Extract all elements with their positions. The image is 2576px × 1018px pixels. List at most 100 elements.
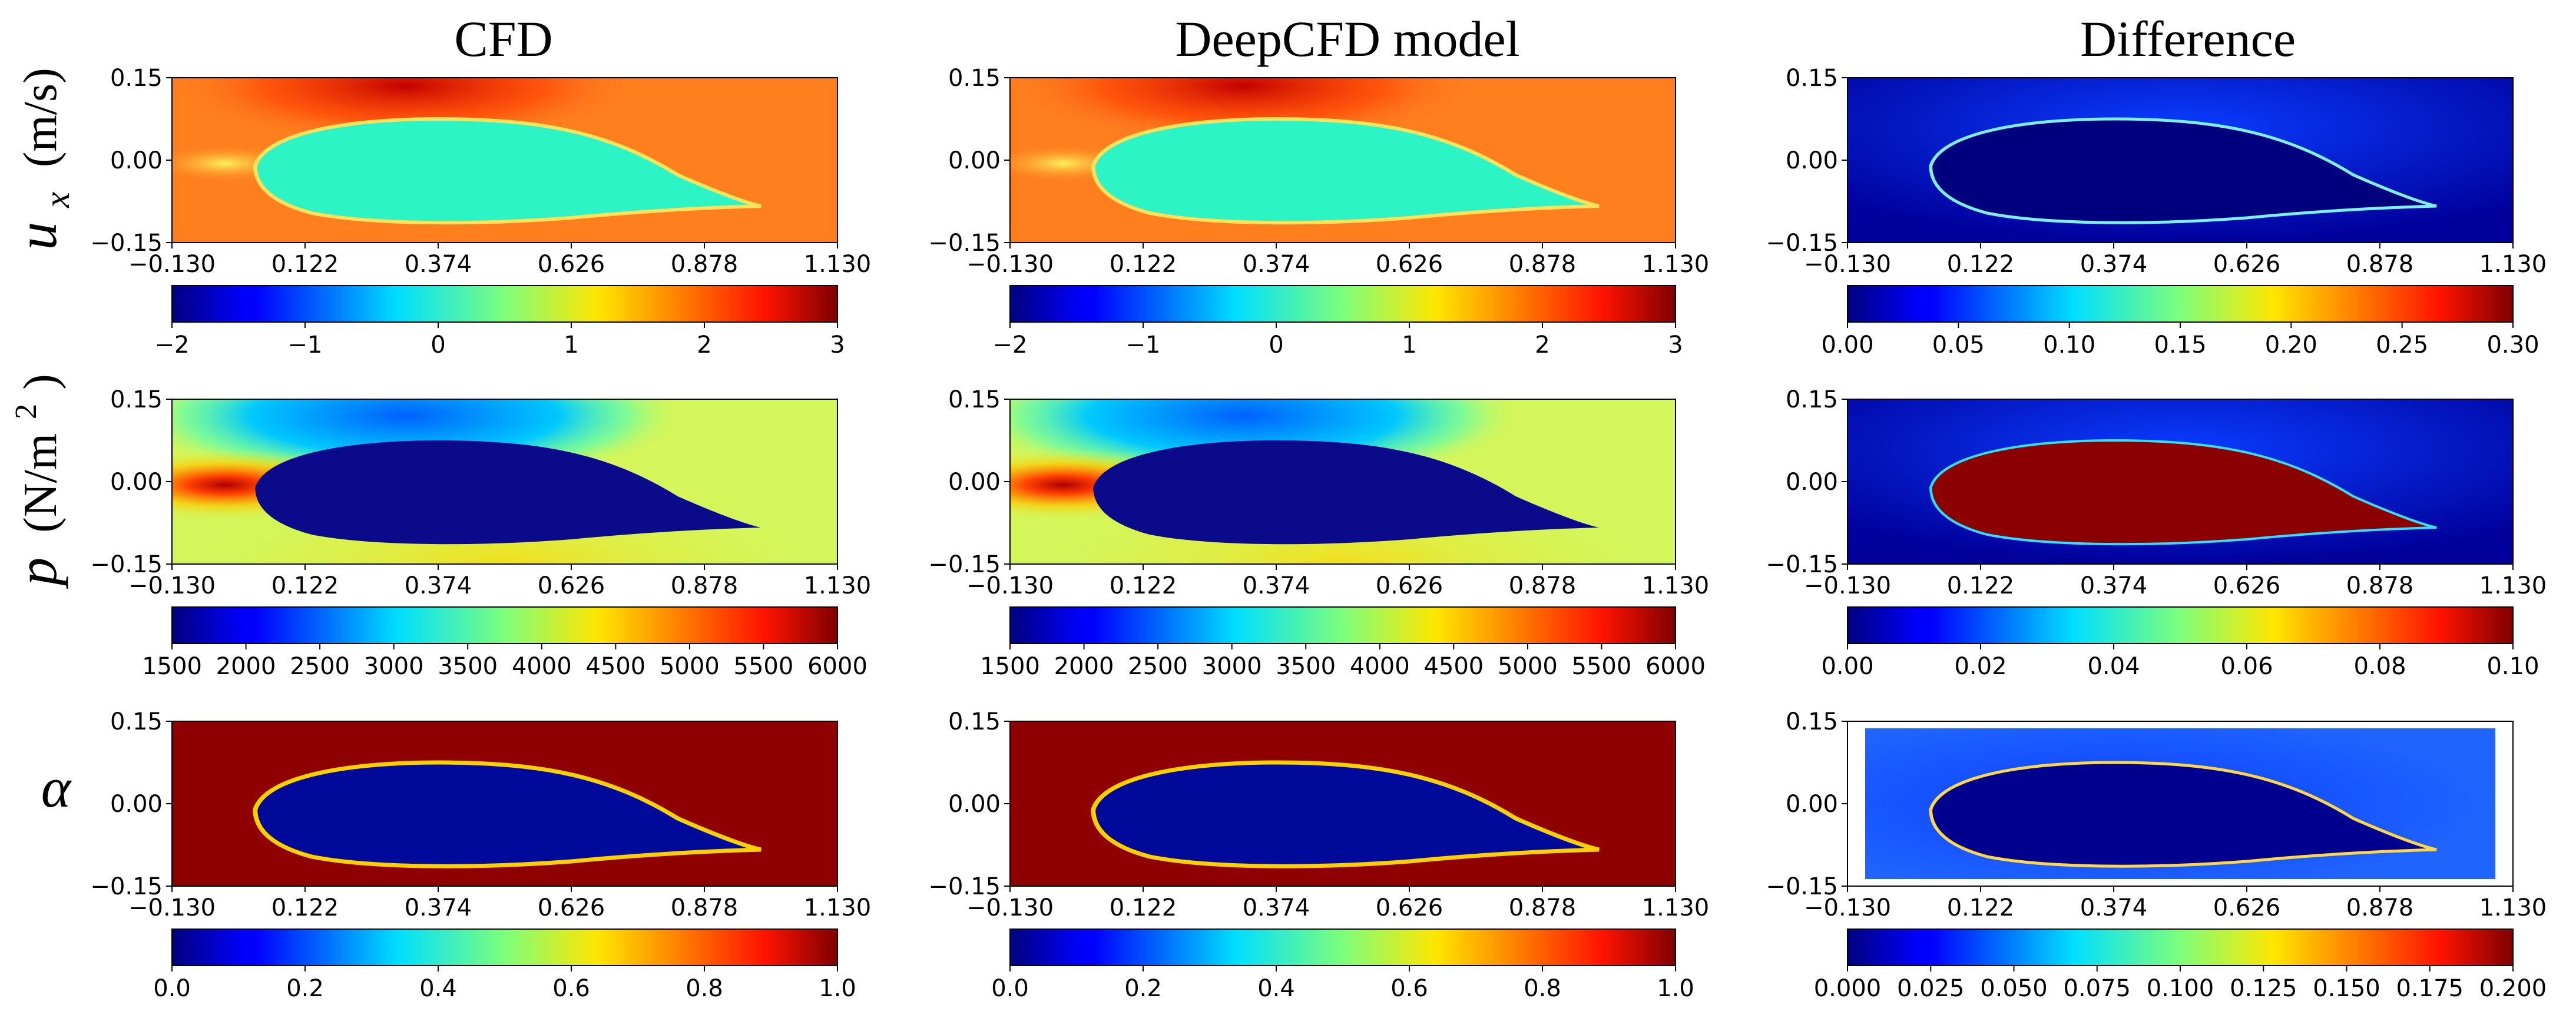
colorbar-tick-label: 0.6 <box>552 975 590 1002</box>
colorbar <box>1847 285 2514 323</box>
colorbar-tick-label: 0.100 <box>2147 975 2214 1002</box>
colorbar-tick-label: 0.4 <box>419 975 457 1002</box>
colorbar-tick-label: 0 <box>1269 331 1283 359</box>
y-tick-label: 0.00 <box>948 469 1001 496</box>
colorbar-tick-label: −1 <box>288 331 323 359</box>
row-label-p-symbol: p <box>5 558 68 589</box>
svg-text:p (N/m 2 ): p (N/m 2 ) <box>0 374 68 589</box>
y-tick-label: −0.15 <box>928 230 1001 257</box>
row-label-p: p (N/m 2 ) <box>0 374 68 589</box>
x-tick-label: 0.878 <box>671 894 739 921</box>
x-tick-label: 1.130 <box>1642 572 1710 599</box>
y-tick-label: 0.00 <box>948 147 1001 174</box>
colorbar <box>1847 606 2514 644</box>
colorbar-tick-label: 0.10 <box>2043 331 2095 359</box>
panel-ux-0: 0.15 0.00 −0.15−0.130 0.122 0.374 0.626 0.878 1… <box>90 65 871 359</box>
colorbar-tick-label: 0.2 <box>1124 975 1162 1002</box>
y-tick-label: 0.00 <box>110 469 163 496</box>
y-tick-label: 0.15 <box>1786 708 1838 735</box>
x-tick-label: 1.130 <box>804 572 872 599</box>
colorbar-tick-label: 0.25 <box>2376 331 2428 359</box>
y-tick-label: 0.15 <box>948 386 1001 413</box>
x-tick-label: 0.122 <box>271 572 339 599</box>
x-tick-label: 0.626 <box>1376 894 1443 921</box>
x-tick-label: 0.374 <box>405 251 472 278</box>
panel-p-0: 0.15 0.00 −0.15−0.130 0.122 0.374 0.626 0.878 1… <box>90 386 871 680</box>
y-tick-label: 0.15 <box>110 708 163 735</box>
colorbar-tick-label: 3000 <box>1202 653 1262 680</box>
colorbar-tick-label: 0.00 <box>1821 331 1873 359</box>
colorbar-tick-label: 0.4 <box>1257 975 1295 1002</box>
colorbar-tick-label: 0.000 <box>1814 975 1882 1002</box>
x-tick-label: 0.374 <box>1243 251 1310 278</box>
x-tick-label: 1.130 <box>1642 894 1710 921</box>
x-tick-label: 0.626 <box>538 894 605 921</box>
colorbar <box>1847 929 2514 966</box>
x-tick-label: 0.122 <box>271 894 339 921</box>
x-tick-label: 0.626 <box>1376 572 1443 599</box>
colorbar <box>1009 285 1676 323</box>
y-tick-label: −0.15 <box>928 551 1001 578</box>
x-tick-label: 1.130 <box>2479 251 2547 278</box>
x-tick-label: 0.374 <box>1243 572 1310 599</box>
colorbar-tick-label: 5000 <box>1498 653 1558 680</box>
panel-ux_difference-2: 0.15 0.00 −0.15−0.130 0.122 0.374 0.626 0.878 1… <box>1766 65 2547 359</box>
x-tick-label: 0.122 <box>1110 894 1177 921</box>
colorbar-tick-label: 0.0 <box>153 975 191 1002</box>
row-label-ux-symbol: u <box>5 222 68 250</box>
colorbar-tick-label: 0.20 <box>2265 331 2317 359</box>
colorbar-tick-label: 2 <box>697 331 711 359</box>
y-tick-label: −0.15 <box>90 230 163 257</box>
x-tick-label: 0.374 <box>1243 894 1310 921</box>
colorbar-tick-label: 2500 <box>290 653 350 680</box>
y-tick-label: 0.15 <box>110 386 163 413</box>
colorbar-tick-label: 0.00 <box>1821 653 1873 680</box>
x-tick-label: 1.130 <box>1642 251 1710 278</box>
x-tick-label: 0.878 <box>671 572 739 599</box>
colorbar-tick-label: 3000 <box>364 653 424 680</box>
x-tick-label: 0.122 <box>1947 572 2015 599</box>
x-tick-label: 1.130 <box>804 251 872 278</box>
colorbar-tick-label: 0.08 <box>2353 653 2406 680</box>
x-tick-label: −0.130 <box>128 894 216 921</box>
colorbar-tick-label: 0.175 <box>2396 975 2464 1002</box>
colorbar-tick-label: 3500 <box>438 653 498 680</box>
colorbar-tick-label: −2 <box>993 331 1028 359</box>
colorbar-tick-label: 0.025 <box>1897 975 1965 1002</box>
panel-alpha-1: 0.15 0.00 −0.15−0.130 0.122 0.374 0.626 0.878 1… <box>928 708 1709 1002</box>
x-tick-label: 0.626 <box>1376 251 1443 278</box>
x-tick-label: 1.130 <box>2479 894 2547 921</box>
colorbar <box>1009 929 1676 966</box>
colorbar-tick-label: −2 <box>155 331 190 359</box>
colorbar-tick-label: 0.15 <box>2154 331 2206 359</box>
panel-alpha-0: 0.15 0.00 −0.15−0.130 0.122 0.374 0.626 0.878 1… <box>90 708 871 1002</box>
x-tick-label: −0.130 <box>966 572 1054 599</box>
y-tick-label: 0.00 <box>1786 469 1838 496</box>
x-tick-label: 0.374 <box>405 572 472 599</box>
x-tick-label: 0.626 <box>2213 251 2281 278</box>
panel-p_difference-2: 0.15 0.00 −0.15−0.130 0.122 0.374 0.626 0.878 1… <box>1766 386 2547 680</box>
colorbar-tick-label: 0.125 <box>2230 975 2297 1002</box>
colorbar-tick-label: 6000 <box>1645 653 1706 680</box>
colorbar-tick-label: 5500 <box>1572 653 1632 680</box>
colorbar-tick-label: −1 <box>1126 331 1161 359</box>
svg-text:u x (m/s): u x (m/s) <box>5 68 81 250</box>
y-tick-label: 0.00 <box>1786 791 1838 818</box>
colorbar-tick-label: 0.02 <box>1954 653 2007 680</box>
colorbar-tick-label: 0.050 <box>1980 975 2048 1002</box>
colorbar-tick-label: 2500 <box>1128 653 1188 680</box>
column-title-difference: Difference <box>2080 11 2296 67</box>
colorbar-tick-label: 0.04 <box>2087 653 2140 680</box>
colorbar-tick-label: 2000 <box>1054 653 1114 680</box>
colorbar-tick-label: 4000 <box>1350 653 1410 680</box>
panel-p-1: 0.15 0.00 −0.15−0.130 0.122 0.374 0.626 0.878 1… <box>928 386 1709 680</box>
colorbar-tick-label: 0.0 <box>991 975 1029 1002</box>
x-tick-label: 0.626 <box>2213 572 2281 599</box>
x-tick-label: −0.130 <box>1804 894 1891 921</box>
colorbar-tick-label: 3500 <box>1276 653 1336 680</box>
x-tick-label: 0.374 <box>2080 572 2148 599</box>
row-label-p-unit: (N/m <box>15 433 67 533</box>
colorbar-tick-label: 0.06 <box>2220 653 2273 680</box>
colorbar-tick-label: 0.05 <box>1932 331 1985 359</box>
